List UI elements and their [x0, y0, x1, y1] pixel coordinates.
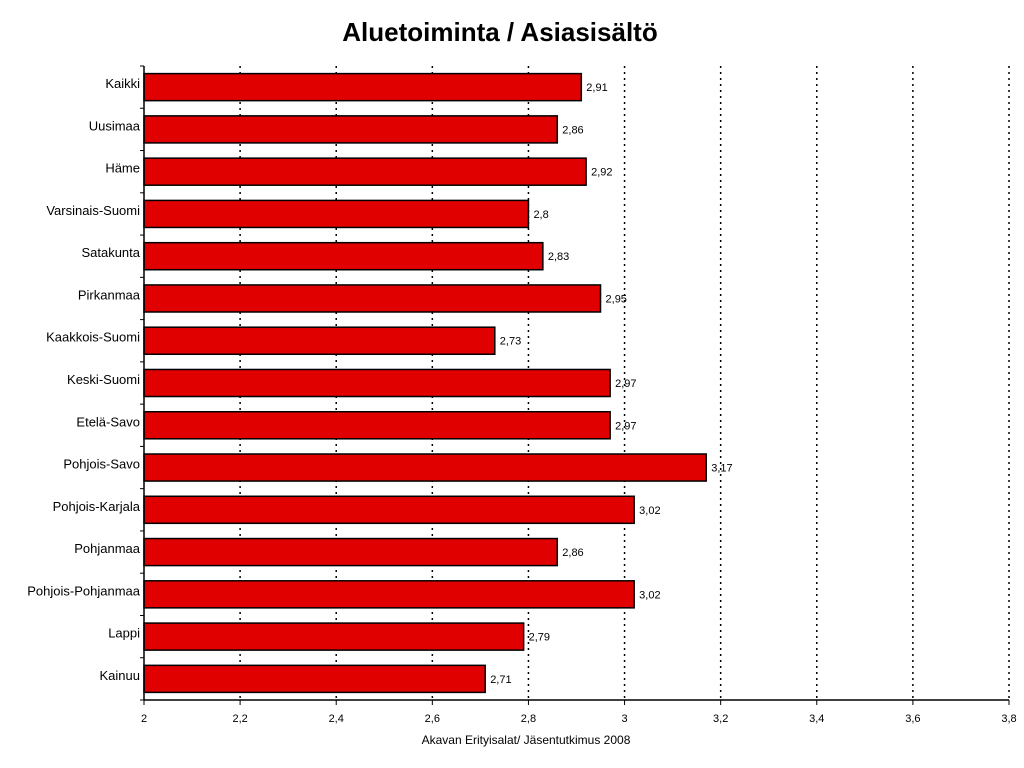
category-label: Pirkanmaa	[78, 287, 141, 302]
axes	[140, 65, 1009, 701]
bar	[143, 157, 587, 186]
category-label: Uusimaa	[89, 118, 141, 133]
category-label: Keski-Suomi	[67, 372, 140, 387]
x-tick-label: 3,6	[905, 713, 920, 725]
category-label: Kaakkois-Suomi	[46, 330, 140, 345]
chart-title: Aluetoiminta / Asiasisältö	[342, 17, 657, 47]
data-label: 2,91	[586, 82, 607, 94]
category-label: Häme	[105, 161, 140, 176]
category-label: Pohjois-Karjala	[53, 499, 141, 514]
bar	[143, 326, 496, 356]
bar	[143, 284, 602, 313]
data-label: 2,79	[529, 632, 550, 644]
data-label: 3,02	[639, 589, 660, 601]
x-tick-label: 3,8	[1001, 713, 1016, 725]
bar	[143, 495, 635, 525]
x-tick-label: 2,4	[329, 713, 344, 725]
bar	[143, 410, 611, 440]
x-ticks: 2 2,2 2,4 2,6 2,8 3 3,2 3,4 3,6 3,8	[141, 700, 1017, 725]
data-label: 2,71	[490, 674, 511, 686]
bars	[143, 72, 707, 694]
data-label: 2,97	[615, 420, 636, 432]
x-tick-label: 3,4	[809, 713, 824, 725]
x-tick-label: 2	[141, 713, 147, 725]
data-label: 2,86	[562, 547, 583, 559]
bar	[143, 115, 559, 144]
bar	[143, 241, 544, 271]
category-label: Kaikki	[105, 76, 140, 91]
x-axis-label: Akavan Erityisalat/ Jäsentutkimus 2008	[422, 733, 631, 747]
data-label: 3,02	[639, 505, 660, 517]
category-label: Pohjois-Pohjanmaa	[27, 583, 141, 598]
data-label: 2,83	[548, 251, 569, 263]
data-label: 2,8	[533, 209, 548, 221]
category-label: Etelä-Savo	[76, 414, 140, 429]
bar	[143, 368, 611, 398]
x-tick-label: 3,2	[713, 713, 728, 725]
x-tick-label: 2,6	[425, 713, 440, 725]
data-label: 2,86	[562, 124, 583, 136]
bar	[143, 664, 486, 694]
bar	[143, 453, 707, 482]
category-label: Lappi	[108, 626, 140, 641]
data-label: 2,92	[591, 167, 612, 179]
category-label: Pohjois-Savo	[63, 457, 140, 472]
x-tick-label: 3	[621, 713, 627, 725]
x-tick-label: 2,8	[521, 713, 536, 725]
category-label: Kainuu	[100, 668, 140, 683]
x-tick-label: 2,2	[232, 713, 247, 725]
category-label: Satakunta	[81, 245, 140, 260]
category-label: Varsinais-Suomi	[46, 203, 140, 218]
bar	[143, 537, 559, 567]
bar	[143, 199, 530, 229]
data-label: 2,73	[500, 336, 521, 348]
category-label: Pohjanmaa	[74, 541, 141, 556]
data-label: 2,95	[606, 293, 627, 305]
bar	[143, 622, 525, 651]
bar	[143, 72, 583, 102]
data-labels: 2,91 2,86 2,92 2,8 2,83 2,95 2,73 2,97 2,97 3,17 3…	[490, 82, 732, 686]
data-label: 2,97	[615, 378, 636, 390]
category-labels: Kaikki Uusimaa Häme Varsinais-Suomi Satakunt…	[27, 76, 141, 683]
bar	[143, 580, 635, 609]
data-label: 3,17	[711, 463, 732, 475]
